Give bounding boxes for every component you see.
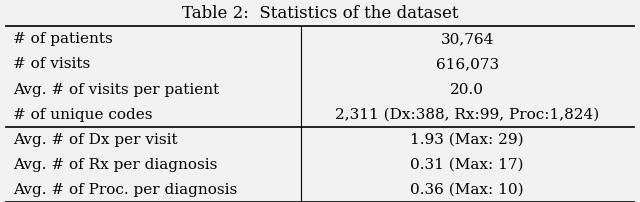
Text: 30,764: 30,764 — [440, 32, 494, 46]
Text: 616,073: 616,073 — [436, 57, 499, 72]
Text: Avg. # of Dx per visit: Avg. # of Dx per visit — [13, 133, 177, 147]
Text: Avg. # of visits per patient: Avg. # of visits per patient — [13, 83, 219, 97]
Text: 0.31 (Max: 17): 0.31 (Max: 17) — [410, 158, 524, 172]
Text: # of visits: # of visits — [13, 57, 90, 72]
Text: # of unique codes: # of unique codes — [13, 108, 152, 122]
Text: Table 2:  Statistics of the dataset: Table 2: Statistics of the dataset — [182, 5, 458, 22]
Text: 0.36 (Max: 10): 0.36 (Max: 10) — [410, 183, 524, 197]
Text: Avg. # of Proc. per diagnosis: Avg. # of Proc. per diagnosis — [13, 183, 237, 197]
Text: 20.0: 20.0 — [450, 83, 484, 97]
Text: 2,311 (Dx:388, Rx:99, Proc:1,824): 2,311 (Dx:388, Rx:99, Proc:1,824) — [335, 108, 599, 122]
Text: # of patients: # of patients — [13, 32, 113, 46]
Text: Avg. # of Rx per diagnosis: Avg. # of Rx per diagnosis — [13, 158, 217, 172]
Text: 1.93 (Max: 29): 1.93 (Max: 29) — [410, 133, 524, 147]
